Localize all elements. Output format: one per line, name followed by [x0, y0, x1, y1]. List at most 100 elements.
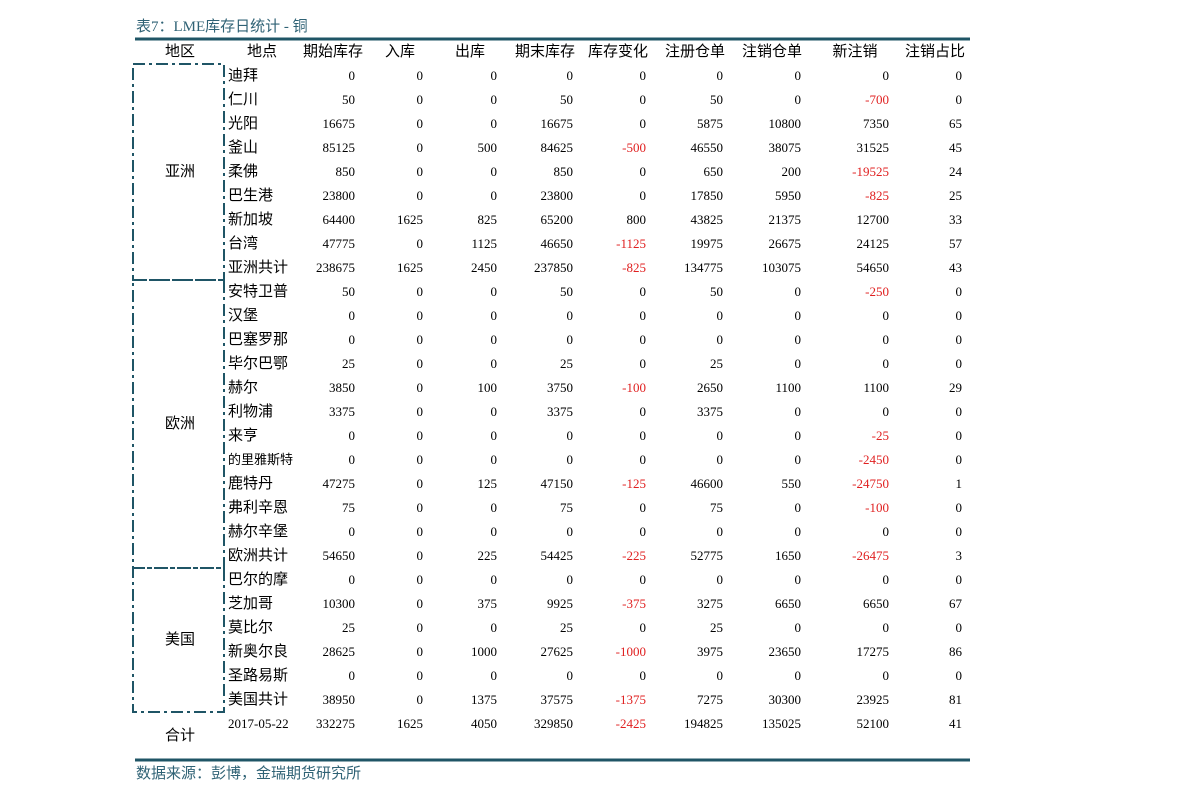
cell: 46600	[690, 476, 724, 491]
cell: 0	[416, 332, 424, 347]
cell: 3375	[547, 404, 573, 419]
cell: 135025	[762, 716, 801, 731]
cell: 100	[477, 380, 498, 395]
cell: 0	[955, 500, 963, 515]
column-header: 注册仓单	[664, 44, 725, 60]
cell: 25	[710, 620, 723, 635]
cell: 23925	[856, 692, 890, 707]
cell: 0	[882, 524, 890, 539]
location: 来亨	[228, 428, 259, 444]
cell: 500	[477, 140, 498, 155]
cell: 1125	[471, 236, 497, 251]
cell: 3275	[697, 596, 723, 611]
cell: 0	[639, 428, 647, 443]
location: 光阳	[228, 116, 259, 132]
cell: 0	[566, 524, 574, 539]
cell: 0	[416, 668, 424, 683]
region-box	[132, 567, 225, 713]
cell: 0	[639, 572, 647, 587]
cell: 0	[348, 308, 356, 323]
cell: 375	[477, 596, 498, 611]
cell: 0	[882, 356, 890, 371]
region-box	[132, 63, 225, 281]
cell: 125	[477, 476, 498, 491]
cell: 0	[955, 356, 963, 371]
cell: 0	[490, 356, 498, 371]
cell: 43	[949, 260, 962, 275]
cell: 0	[639, 668, 647, 683]
cell: 0	[882, 620, 890, 635]
cell: 52100	[856, 716, 890, 731]
cell: 225	[477, 548, 498, 563]
cell: -19525	[852, 164, 889, 179]
cell: 0	[794, 620, 802, 635]
cell: 4050	[471, 716, 497, 731]
cell: 0	[566, 452, 574, 467]
cell: 0	[416, 188, 424, 203]
cell: 0	[639, 116, 647, 131]
cell: -100	[865, 500, 889, 515]
cell: 26675	[768, 236, 802, 251]
cell: 29	[949, 380, 962, 395]
cell: -100	[622, 380, 646, 395]
location: 釜山	[228, 140, 259, 156]
cell: 0	[955, 428, 963, 443]
cell: 0	[566, 332, 574, 347]
cell: 0	[639, 164, 647, 179]
cell: -26475	[852, 548, 889, 563]
cell: -375	[622, 596, 646, 611]
column-header: 注销占比	[904, 44, 965, 60]
cell: 0	[566, 668, 574, 683]
cell: 0	[490, 404, 498, 419]
location: 鹿特丹	[228, 476, 274, 492]
cell: 0	[490, 500, 498, 515]
cell: 0	[639, 452, 647, 467]
cell: 0	[955, 332, 963, 347]
cell: 54650	[322, 548, 356, 563]
cell: 0	[955, 308, 963, 323]
cell: 52775	[690, 548, 724, 563]
cell: 0	[348, 68, 356, 83]
cell: 0	[416, 92, 424, 107]
location: 美国共计	[228, 692, 289, 708]
cell: 81	[949, 692, 962, 707]
cell: 31525	[856, 140, 890, 155]
location: 亚洲共计	[228, 260, 289, 276]
cell: 19975	[690, 236, 724, 251]
cell: 200	[781, 164, 802, 179]
cell: -1375	[615, 692, 646, 707]
cell: 0	[348, 452, 356, 467]
cell: 1625	[397, 212, 423, 227]
cell: 0	[794, 332, 802, 347]
cell: 0	[639, 500, 647, 515]
cell: 23650	[768, 644, 802, 659]
location: 欧洲共计	[228, 548, 289, 564]
cell: 0	[490, 332, 498, 347]
location: 台湾	[228, 236, 259, 252]
cell: 0	[490, 188, 498, 203]
cell: -1000	[615, 644, 646, 659]
cell: -700	[865, 92, 889, 107]
cell: 86	[949, 644, 962, 659]
cell: 10800	[768, 116, 802, 131]
cell: 650	[703, 164, 724, 179]
cell: 0	[794, 524, 802, 539]
cell: 0	[639, 284, 647, 299]
column-header: 入库	[384, 44, 415, 60]
cell: 9925	[547, 596, 573, 611]
location: 仁川	[228, 92, 259, 108]
location: 新奥尔良	[228, 644, 289, 660]
cell: -825	[622, 260, 646, 275]
cell: 0	[416, 404, 424, 419]
location: 圣路易斯	[228, 668, 289, 684]
cell: 0	[416, 116, 424, 131]
cell: 0	[639, 92, 647, 107]
cell: 41	[949, 716, 962, 731]
cell: 1650	[775, 548, 801, 563]
cell: 7275	[697, 692, 723, 707]
region: 欧洲	[164, 416, 195, 432]
cell: 43825	[690, 212, 724, 227]
cell: 0	[639, 524, 647, 539]
